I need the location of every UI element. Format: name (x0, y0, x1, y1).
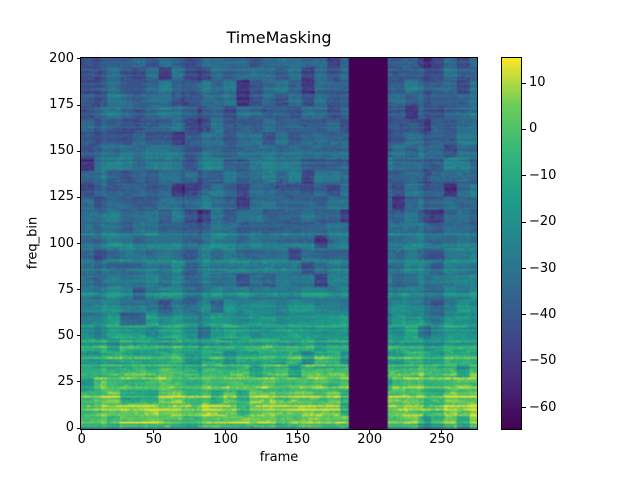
y-tick-label: 100 (49, 235, 74, 251)
x-tick-mark (225, 429, 227, 433)
colorbar-tick-label: −30 (529, 260, 557, 276)
x-tick-mark (369, 429, 371, 433)
x-tick-label: 200 (357, 432, 383, 447)
colorbar-tick-label: −50 (529, 353, 557, 369)
x-tick-mark (153, 429, 155, 433)
colorbar-tick-label: 10 (529, 75, 546, 91)
y-tick-mark (76, 196, 81, 198)
spectrogram-image (81, 58, 477, 429)
colorbar (501, 57, 522, 430)
y-tick-mark (76, 58, 81, 60)
y-tick-label: 125 (49, 189, 74, 205)
y-tick-mark (76, 150, 81, 152)
y-tick-mark (76, 427, 81, 429)
y-tick-label: 75 (57, 281, 74, 297)
colorbar-tick-label: −20 (529, 214, 557, 230)
colorbar-tick-mark (521, 268, 526, 270)
colorbar-tick-mark (521, 82, 526, 84)
chart-title: TimeMasking (226, 28, 332, 47)
colorbar-tick-mark (521, 128, 526, 130)
x-tick-mark (297, 429, 299, 433)
y-tick-label: 150 (49, 143, 74, 159)
y-tick-label: 50 (57, 327, 74, 343)
colorbar-tick-mark (521, 360, 526, 362)
y-tick-mark (76, 335, 81, 337)
x-tick-label: 50 (145, 432, 162, 447)
x-tick-label: 100 (213, 432, 239, 447)
colorbar-tick-label: 0 (529, 121, 538, 137)
y-tick-mark (76, 289, 81, 291)
x-tick-label: 0 (77, 432, 86, 447)
x-tick-mark (441, 429, 443, 433)
y-tick-label: 0 (65, 420, 74, 436)
y-tick-label: 25 (57, 373, 74, 389)
x-tick-mark (81, 429, 83, 433)
y-tick-label: 200 (49, 50, 74, 66)
colorbar-tick-label: −10 (529, 167, 557, 183)
colorbar-tick-mark (521, 314, 526, 316)
x-axis-label: frame (259, 450, 299, 465)
x-tick-label: 250 (429, 432, 455, 447)
y-tick-mark (76, 243, 81, 244)
colorbar-tick-mark (521, 175, 526, 177)
y-tick-label: 175 (49, 97, 74, 113)
y-tick-mark (76, 381, 81, 383)
colorbar-tick-label: −60 (529, 399, 557, 415)
colorbar-tick-label: −40 (529, 306, 557, 322)
colorbar-tick-mark (521, 407, 526, 409)
y-tick-mark (76, 104, 81, 106)
colorbar-tick-mark (521, 221, 526, 223)
plot-area (80, 57, 478, 430)
x-tick-label: 150 (285, 432, 311, 447)
